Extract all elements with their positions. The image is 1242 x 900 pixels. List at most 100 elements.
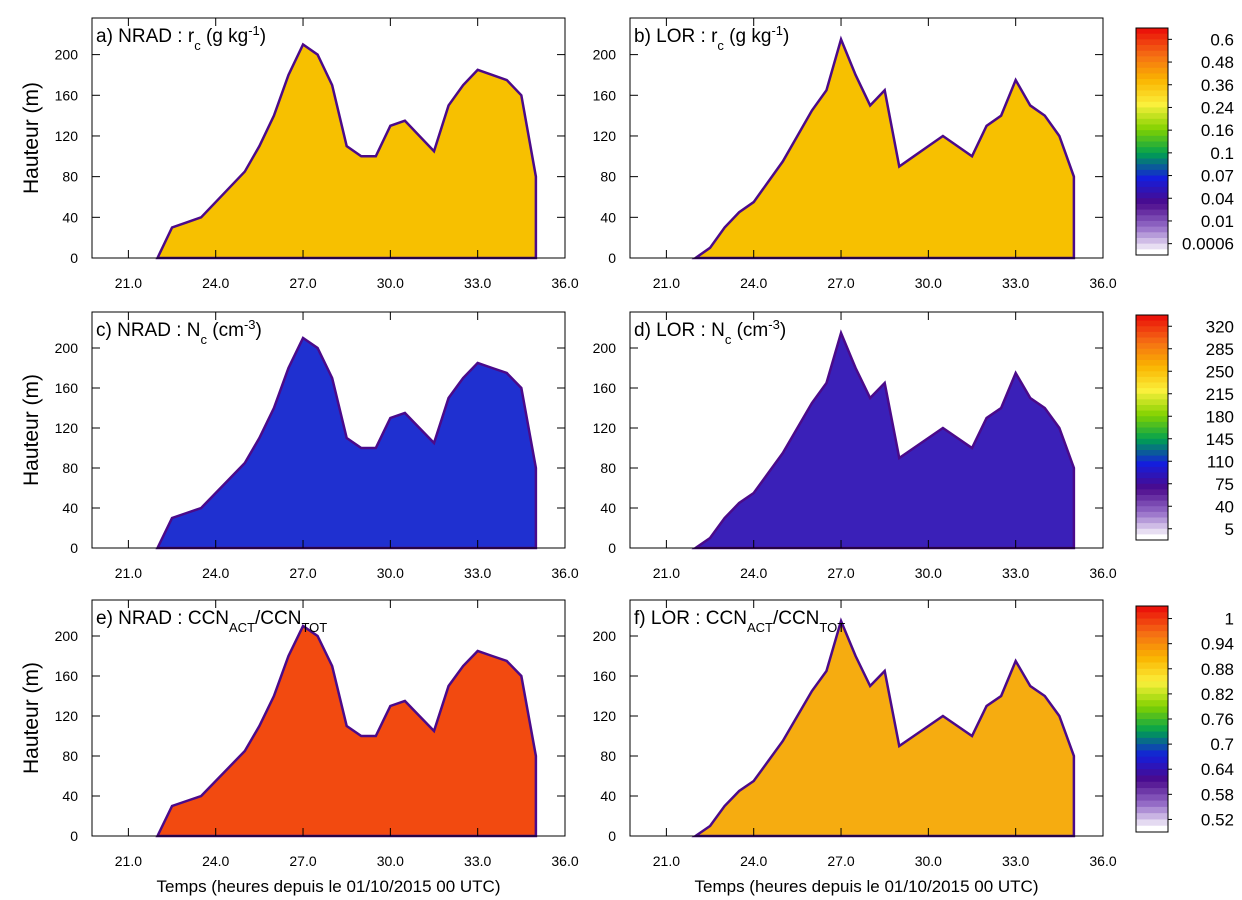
y-tick-label: 160 <box>593 87 617 103</box>
y-tick-label: 200 <box>55 340 79 356</box>
y-tick-label: 40 <box>600 500 616 516</box>
colorbar-label: 180 <box>1206 407 1234 426</box>
colorbar-swatch <box>1136 631 1168 638</box>
colorbar-swatch <box>1136 455 1168 462</box>
y-tick-label: 80 <box>600 460 616 476</box>
y-axis-label: Hauteur (m) <box>20 662 43 774</box>
colorbar-swatch <box>1136 365 1168 372</box>
colorbar-swatch <box>1136 192 1168 199</box>
title-part: c <box>194 38 201 53</box>
colorbar-swatch <box>1136 67 1168 74</box>
title-part: TOT <box>301 620 327 635</box>
colorbar-label: 285 <box>1206 340 1234 359</box>
y-tick-label: 80 <box>62 748 78 764</box>
colorbar-swatch <box>1136 444 1168 451</box>
y-tick-label: 200 <box>593 628 617 644</box>
colorbar-swatch <box>1136 725 1168 733</box>
y-tick-label: 0 <box>70 540 78 556</box>
colorbar-label: 0.36 <box>1201 76 1234 95</box>
x-tick-label: 30.0 <box>377 275 404 291</box>
colorbar-label: 0.82 <box>1201 685 1234 704</box>
plot-frame <box>91 599 566 837</box>
y-axis-label: Hauteur (m) <box>20 374 43 486</box>
colorbar-swatch <box>1136 388 1168 395</box>
colorbar-swatch <box>1136 243 1168 250</box>
title-part: (cm <box>207 320 244 341</box>
colorbar-label: 320 <box>1206 317 1234 336</box>
panel-title: d) LOR : Nc (cm-3) <box>634 317 786 347</box>
colorbar-frame <box>1135 27 1169 256</box>
colorbar-swatch <box>1136 681 1168 689</box>
y-tick-label: 40 <box>600 788 616 804</box>
colorbar-swatch <box>1136 186 1168 194</box>
x-tick-label: 33.0 <box>1002 853 1029 869</box>
colorbar-swatch <box>1136 693 1168 701</box>
y-tick-label: 120 <box>593 708 617 724</box>
colorbar-label: 0.16 <box>1201 121 1234 140</box>
colorbar-swatch <box>1136 354 1168 361</box>
y-tick-label: 40 <box>62 788 78 804</box>
colorbar-swatch <box>1136 511 1168 518</box>
plot-frame <box>629 599 1104 837</box>
x-tick-label: 33.0 <box>1002 275 1029 291</box>
y-tick-label: 40 <box>62 209 78 225</box>
x-tick-label: 36.0 <box>1089 853 1116 869</box>
y-tick-label: 80 <box>600 169 616 185</box>
panel-title: f) LOR : CCNACT/CCNTOT <box>634 608 845 635</box>
colorbar-swatch <box>1136 731 1168 739</box>
colorbar-swatch <box>1136 719 1168 726</box>
x-tick-label: 27.0 <box>289 565 316 581</box>
x-tick-label: 21.0 <box>653 853 680 869</box>
colorbar-swatch <box>1136 164 1168 171</box>
y-tick-label: 0 <box>70 250 78 266</box>
colorbar-swatch <box>1136 624 1168 632</box>
colorbar-label: 0.88 <box>1201 660 1234 679</box>
y-tick-label: 120 <box>593 420 617 436</box>
y-tick-label: 0 <box>608 250 616 266</box>
x-tick-label: 30.0 <box>377 853 404 869</box>
y-tick-label: 80 <box>62 169 78 185</box>
colorbar-swatch <box>1136 79 1168 86</box>
y-tick-label: 160 <box>55 668 79 684</box>
colorbar-swatch <box>1136 337 1168 344</box>
colorbar-swatch <box>1136 169 1168 177</box>
y-tick-label: 80 <box>62 460 78 476</box>
x-tick-label: 24.0 <box>202 275 229 291</box>
x-tick-label: 24.0 <box>202 853 229 869</box>
colorbar-swatch <box>1136 50 1168 57</box>
title-part: ) <box>260 26 266 47</box>
x-tick-label: 36.0 <box>1089 565 1116 581</box>
title-part: d) LOR : N <box>634 320 725 341</box>
x-tick-label: 27.0 <box>827 853 854 869</box>
colorbar-label: 0.64 <box>1201 760 1234 779</box>
colorbar-label: 0.7 <box>1210 735 1234 754</box>
x-tick-label: 24.0 <box>740 565 767 581</box>
colorbar-swatch <box>1136 819 1168 827</box>
title-part: c <box>717 38 724 53</box>
colorbar-swatch <box>1136 800 1168 808</box>
y-tick-label: 200 <box>593 47 617 63</box>
title-part: ACT <box>747 620 773 635</box>
colorbar-swatch <box>1136 113 1168 120</box>
title-part: a) NRAD : r <box>96 26 195 47</box>
colorbar-swatch <box>1136 618 1168 626</box>
colorbar-label: 0.0006 <box>1182 235 1234 254</box>
title-part: c <box>725 332 732 347</box>
x-tick-label: 27.0 <box>289 853 316 869</box>
colorbar-swatch <box>1136 656 1168 663</box>
colorbar-swatch <box>1136 232 1168 239</box>
y-tick-label: 120 <box>55 708 79 724</box>
x-tick-label: 27.0 <box>827 275 854 291</box>
colorbar-swatch <box>1136 649 1168 657</box>
title-part: (g kg <box>201 26 249 47</box>
y-tick-label: 200 <box>55 628 79 644</box>
colorbar-swatch <box>1136 700 1168 707</box>
title-part: e) NRAD : CCN <box>96 608 229 629</box>
colorbar-label: 110 <box>1207 452 1234 471</box>
colorbar-label: 0.6 <box>1210 30 1234 49</box>
plot-frame <box>629 17 1104 259</box>
plot-frame <box>91 17 566 259</box>
colorbar-swatch <box>1136 315 1168 322</box>
colorbar-swatch <box>1136 534 1168 541</box>
